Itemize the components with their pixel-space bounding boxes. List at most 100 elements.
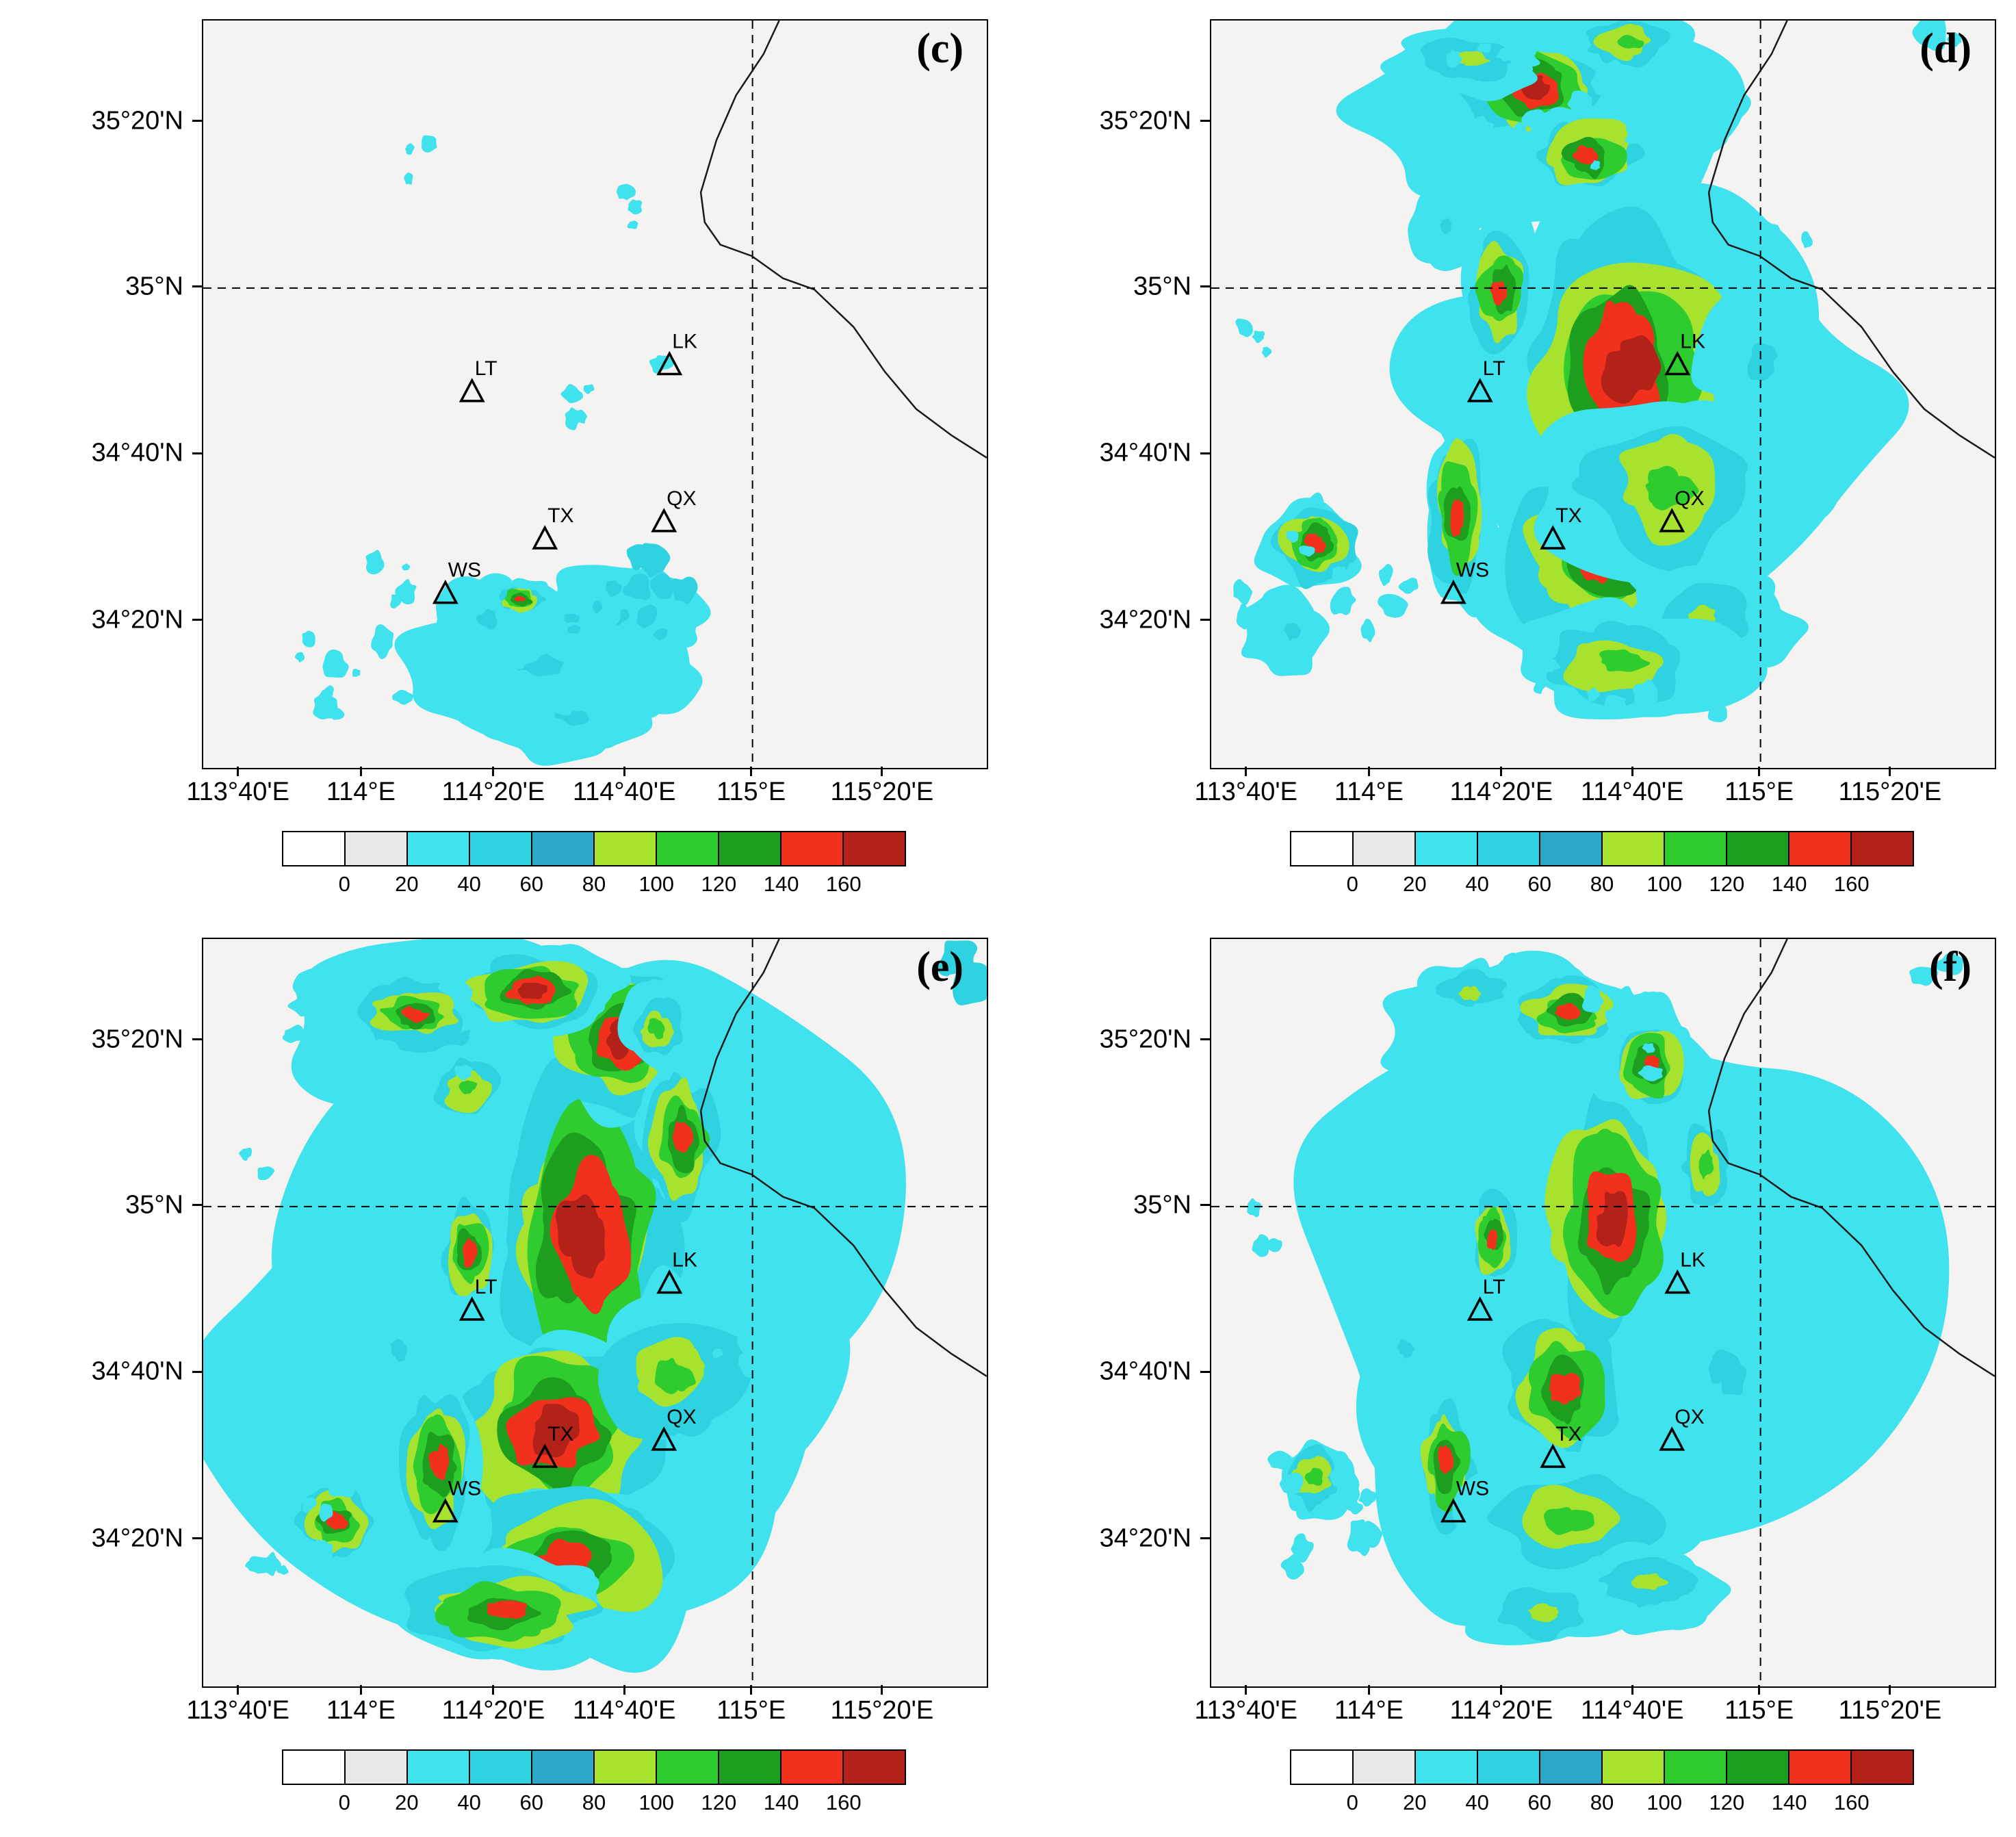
- lon-tick-label: 114°E: [1334, 1696, 1404, 1725]
- colorbar-tick-label: 100: [1646, 872, 1683, 896]
- colorbar-tick-label: 120: [1709, 872, 1745, 896]
- colorbar-cell: [1603, 832, 1665, 865]
- precip-contour: [1691, 287, 1810, 428]
- precip-speckle: [586, 723, 604, 734]
- precip-speckle: [467, 712, 492, 728]
- precip-speckle: [296, 1047, 327, 1068]
- map-plot-area: LT LK TX QX WS (e): [202, 938, 988, 1688]
- precip-speckle: [560, 658, 590, 693]
- precip-speckle: [245, 1559, 267, 1574]
- precip-contour: [1701, 1149, 1714, 1174]
- precip-speckle: [1577, 1063, 1593, 1080]
- precip-speckle: [1235, 318, 1254, 337]
- lat-tick-mark: [192, 452, 202, 454]
- station-marker-lt: [1466, 1296, 1493, 1321]
- lon-tick-mark: [1631, 1685, 1633, 1695]
- precip-speckle: [354, 953, 378, 968]
- station-marker-lk: [656, 350, 683, 376]
- lat-tick-mark: [1200, 120, 1210, 122]
- precip-contour: [515, 595, 526, 602]
- station-label-ws: WS: [448, 559, 481, 582]
- colorbar-cell: [346, 832, 408, 865]
- precip-speckle: [402, 563, 411, 571]
- lat-tick-label: 34°40'N: [1099, 1357, 1191, 1386]
- lat-tick-mark: [1200, 1370, 1210, 1373]
- station-label-tx: TX: [1555, 1423, 1581, 1446]
- precip-speckle: [304, 1459, 326, 1480]
- precip-speckle: [1672, 628, 1685, 642]
- precip-contour: [1544, 1507, 1588, 1535]
- precip-speckle: [565, 595, 581, 614]
- lon-tick-mark: [359, 767, 362, 776]
- precip-speckle: [301, 1497, 318, 1513]
- colorbar-cell: [1540, 832, 1603, 865]
- precip-speckle: [671, 576, 698, 604]
- colorbar-cell: [1478, 832, 1540, 865]
- colorbar-tick-label: 40: [457, 872, 481, 896]
- lon-tick-label: 115°E: [716, 778, 786, 806]
- colorbar-tick-label: 140: [763, 872, 799, 896]
- precip-speckle: [565, 407, 581, 431]
- province-boundary: [1707, 21, 1995, 459]
- colorbar-cell: [781, 1751, 844, 1784]
- latitude-axis: 35°20'N 35°N 34°40'N 34°20'N: [0, 19, 193, 767]
- map-plot-area: LT LK TX QX WS (d): [1210, 19, 1996, 769]
- colorbar-tick-label: 0: [338, 1790, 350, 1814]
- lon-tick-label: 114°20'E: [441, 778, 545, 806]
- colorbar-tick-label: 60: [519, 872, 544, 896]
- precipitation-field: LT LK TX QX WS: [1211, 939, 1995, 1686]
- lon-tick-mark: [359, 1685, 362, 1695]
- precip-speckle: [1446, 49, 1462, 68]
- colorbar-cell: [1665, 1751, 1727, 1784]
- precip-contour: [1720, 1359, 1747, 1396]
- panel-label: (f): [1929, 944, 1972, 990]
- precip-speckle: [469, 1024, 488, 1041]
- precip-speckle: [1380, 1456, 1393, 1477]
- precip-speckle: [404, 172, 413, 185]
- station-label-ws: WS: [1456, 559, 1489, 582]
- precip-speckle: [1280, 1553, 1304, 1580]
- colorbar-tick-label: 140: [1771, 1790, 1807, 1814]
- lat-tick-mark: [1200, 1038, 1210, 1040]
- station-label-lt: LT: [1483, 357, 1505, 380]
- station-label-tx: TX: [547, 504, 573, 527]
- precip-speckle: [322, 649, 349, 678]
- precip-contour: [1438, 1445, 1449, 1471]
- precip-speckle: [405, 143, 415, 155]
- precip-speckle: [1625, 180, 1642, 194]
- station-label-lk: LK: [1680, 1249, 1705, 1272]
- station-label-lt: LT: [475, 357, 497, 380]
- precip-speckle: [1236, 604, 1252, 630]
- lat-tick-mark: [1200, 452, 1210, 454]
- precipitation-field: LT LK TX QX WS: [203, 21, 987, 768]
- lon-tick-mark: [623, 1685, 625, 1695]
- station-label-qx: QX: [667, 1406, 696, 1428]
- precip-contour: [1450, 500, 1462, 537]
- province-boundary: [1707, 939, 1995, 1377]
- precip-contour: [534, 1403, 580, 1448]
- precip-speckle: [632, 697, 645, 713]
- precip-speckle: [1329, 1468, 1352, 1489]
- precip-speckle: [1360, 618, 1375, 643]
- precip-speckle: [1477, 43, 1491, 53]
- precip-speckle: [365, 550, 385, 575]
- lon-tick-mark: [881, 767, 883, 776]
- colorbar-cell: [408, 1751, 470, 1784]
- lon-tick-mark: [237, 1685, 240, 1695]
- lon-tick-label: 113°40'E: [1194, 1696, 1297, 1725]
- colorbar-cell: [470, 832, 532, 865]
- precip-speckle: [1590, 160, 1601, 170]
- lat-tick-mark: [192, 1038, 202, 1040]
- precip-speckle: [583, 384, 595, 394]
- precip-speckle: [1538, 659, 1561, 672]
- longitude-axis: 113°40'E 114°E 114°20'E 114°40'E 115°E 115°20…: [1194, 778, 1993, 813]
- precip-speckle: [628, 199, 643, 215]
- colorbar-cell: [283, 1751, 346, 1784]
- colorbar-tick-label: 160: [1833, 1790, 1870, 1814]
- colorbar-tick-label: 80: [1590, 872, 1614, 896]
- precip-speckle: [604, 625, 621, 640]
- colorbar-cell: [1852, 832, 1913, 865]
- colorbar-tick-label: 80: [582, 872, 606, 896]
- lat-tick-label: 34°20'N: [91, 605, 183, 634]
- station-marker-lk: [1664, 350, 1691, 376]
